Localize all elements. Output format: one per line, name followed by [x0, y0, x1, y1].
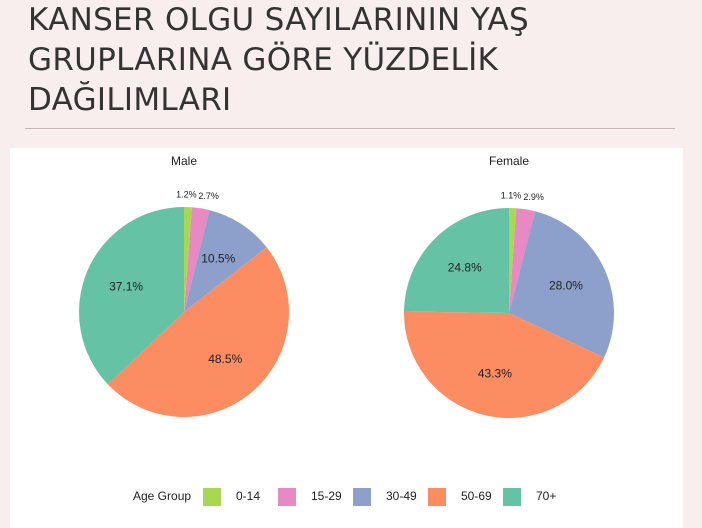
slide-title: GRUPLARINA GÖRE YÜZDELİK: [28, 42, 499, 78]
legend-label: 30-49: [386, 489, 417, 503]
pie-slice: [184, 210, 267, 312]
data-label: 48.5%: [208, 352, 242, 366]
slide-title: KANSER OLGU SAYILARININ YAŞ: [28, 2, 529, 38]
legend-label: 0-14: [236, 489, 260, 503]
legend-label: 15-29: [311, 489, 342, 503]
data-label: 1.1%: [501, 190, 522, 200]
data-label: 43.3%: [478, 367, 512, 381]
pie-title: Male: [171, 154, 197, 168]
pie-slice: [404, 208, 509, 313]
legend-label: 50-69: [461, 489, 492, 503]
pie-slice: [509, 208, 517, 313]
slide-title: DAĞILIMLARI: [28, 82, 232, 118]
pie-slice: [78, 207, 184, 385]
pie-slice: [404, 311, 605, 418]
pie-slice: [184, 207, 210, 312]
legend-title: Age Group: [133, 489, 191, 503]
pie-title: Female: [489, 154, 529, 168]
data-label: 2.9%: [523, 192, 544, 202]
divider: [25, 128, 675, 129]
data-label: 28.0%: [549, 278, 583, 292]
data-label: 24.8%: [448, 260, 482, 274]
pie-slice: [107, 247, 290, 418]
legend-swatch: [428, 488, 446, 506]
pie-slice: [184, 207, 192, 312]
data-label: 2.7%: [198, 191, 219, 201]
legend-swatch: [353, 488, 371, 506]
legend-swatch: [278, 488, 296, 506]
pie-slice: [509, 211, 614, 358]
legend-label: 70+: [536, 489, 556, 503]
legend-swatch: [503, 488, 521, 506]
data-label: 37.1%: [109, 279, 143, 293]
data-label: 1.2%: [176, 189, 197, 199]
pie-slice: [509, 208, 536, 313]
legend-swatch: [203, 488, 221, 506]
data-label: 10.5%: [201, 251, 235, 265]
